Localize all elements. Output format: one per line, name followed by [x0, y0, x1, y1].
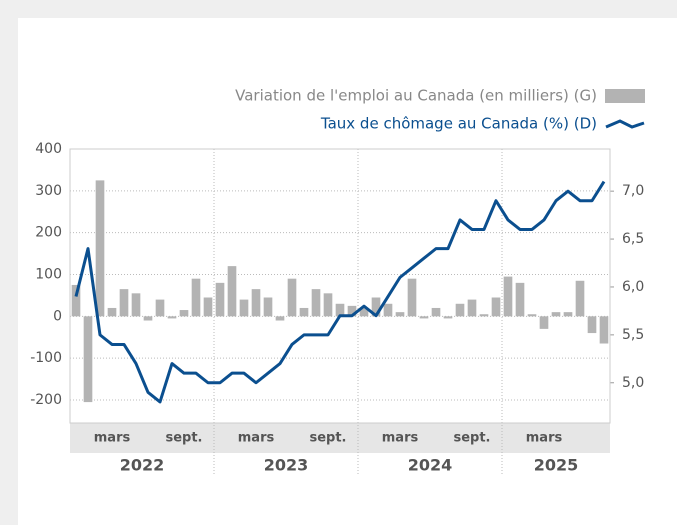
bar — [251, 289, 261, 317]
y2-tick-label: 6,5 — [622, 231, 644, 247]
bar — [539, 316, 549, 329]
x-tick-label: sept. — [453, 431, 490, 446]
y-tick-label: 200 — [35, 225, 62, 241]
bar — [491, 297, 501, 317]
y-tick-label: -100 — [30, 350, 62, 366]
bar — [107, 307, 117, 317]
line — [74, 180, 606, 404]
y-tick-label: 300 — [35, 183, 62, 199]
bar — [347, 305, 357, 317]
y-tick-label: -200 — [30, 392, 62, 408]
y-tick-label: 100 — [35, 266, 62, 282]
bar — [323, 293, 333, 317]
year-label: 2022 — [120, 456, 165, 475]
bar — [155, 299, 165, 317]
bar — [407, 278, 417, 317]
y-tick-label: 400 — [35, 141, 62, 157]
x-tick-label: mars — [238, 431, 275, 446]
bar — [215, 282, 225, 317]
bar — [299, 307, 309, 317]
bar — [527, 314, 537, 317]
bar — [131, 293, 141, 317]
bar — [479, 314, 489, 317]
x-tick-label: mars — [526, 431, 563, 446]
y2-tick-label: 5,5 — [622, 327, 644, 343]
bar — [179, 310, 189, 317]
x-band — [70, 423, 610, 453]
y2-tick-label: 6,0 — [622, 279, 644, 295]
bar — [599, 316, 609, 344]
bar — [419, 316, 429, 319]
y-tick-label: 0 — [53, 308, 62, 324]
bar — [467, 299, 477, 317]
bar — [71, 284, 81, 317]
y2-tick-label: 7,0 — [622, 183, 644, 199]
bar — [371, 297, 381, 317]
legend-swatch — [605, 119, 645, 129]
bar — [551, 312, 561, 317]
bar — [575, 280, 585, 317]
bar — [83, 316, 93, 403]
bar — [167, 316, 177, 319]
bar — [263, 297, 273, 317]
x-tick-label: sept. — [309, 431, 346, 446]
bar — [227, 266, 237, 317]
bar — [119, 289, 129, 317]
bar — [503, 276, 513, 317]
legend-label: Variation de l'emploi au Canada (en mill… — [235, 87, 597, 105]
bar — [143, 316, 153, 321]
x-tick-label: mars — [382, 431, 419, 446]
bar — [383, 303, 393, 317]
legend-label: Taux de chômage au Canada (%) (D) — [320, 115, 597, 133]
year-label: 2025 — [534, 456, 579, 475]
bar — [587, 316, 597, 334]
bar — [203, 297, 213, 317]
bar — [239, 299, 249, 317]
bar — [311, 289, 321, 317]
year-label: 2023 — [264, 456, 309, 475]
bar — [515, 282, 525, 317]
legend-swatch — [605, 89, 645, 103]
bar — [287, 278, 297, 317]
x-tick-label: mars — [94, 431, 131, 446]
bar — [275, 316, 285, 321]
bar — [359, 307, 369, 317]
bar — [95, 180, 105, 317]
bar — [431, 307, 441, 317]
plot-frame — [69, 148, 611, 424]
bar — [563, 312, 573, 317]
x-tick-label: sept. — [165, 431, 202, 446]
bar — [455, 303, 465, 317]
bar — [191, 278, 201, 317]
y2-tick-label: 5,0 — [622, 375, 644, 391]
bar — [335, 303, 345, 317]
bar — [443, 316, 453, 319]
year-label: 2024 — [408, 456, 453, 475]
bar — [395, 312, 405, 317]
